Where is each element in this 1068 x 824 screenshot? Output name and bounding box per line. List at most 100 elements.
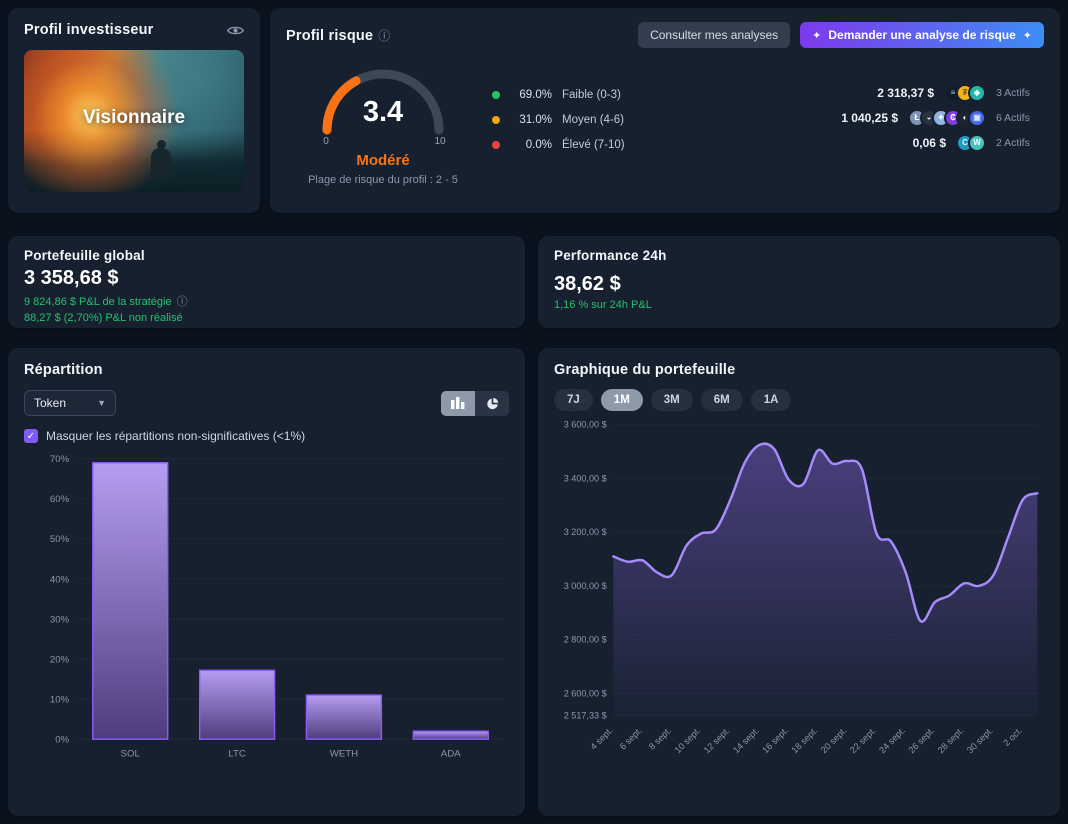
svg-text:20%: 20% [50,654,70,665]
svg-text:3 000,00 $: 3 000,00 $ [564,581,607,591]
svg-text:ADA: ADA [441,748,461,759]
svg-text:2 600,00 $: 2 600,00 $ [564,688,607,698]
legend-dot-icon [492,140,500,149]
legend-percent: 31.0% [519,113,552,126]
asset-group-value: 0,06 $ [912,135,946,150]
allocation-type-dropdown[interactable]: Token ▼ [24,390,116,416]
svg-text:18 sept.: 18 sept. [790,725,820,755]
investor-profile-badge: Visionnaire [82,106,186,128]
risk-legend-item: 69.0% Faible (0-3) [492,82,625,107]
legend-dot-icon [492,115,500,124]
performance-title: Performance 24h [554,248,667,263]
svg-text:26 sept.: 26 sept. [906,725,936,755]
svg-text:30%: 30% [50,614,70,625]
svg-text:14 sept.: 14 sept. [731,725,761,755]
gauge-max-label: 10 [434,136,446,146]
svg-text:8 sept.: 8 sept. [647,725,673,751]
legend-percent: 69.0% [519,88,552,101]
svg-text:50%: 50% [50,534,70,545]
pnl-strategy: 9 824,86 $ P&L de la stratégie [24,296,172,308]
asset-group-value: 1 040,25 $ [841,110,898,125]
svg-text:24 sept.: 24 sept. [877,725,907,755]
risk-profile-title: Profil risque [286,27,374,44]
risk-legend: 69.0% Faible (0-3) 31.0% Moyen (4-6) 0.0… [492,82,625,157]
svg-text:10%: 10% [50,694,70,705]
coin-icon: ◈ [968,83,986,102]
info-icon[interactable]: ⓘ [176,296,188,308]
risk-legend-item: 0.0% Élevé (7-10) [492,132,625,157]
bar-chart-toggle-button[interactable] [441,390,475,416]
coin-icon: ▣ [968,108,986,127]
allocation-bar-chart: 0% 10% 20% 30% 40% 50% 60% 70% SOL LTC WETH ADA [50,454,505,759]
hide-small-allocations-checkbox[interactable]: ✓ [24,429,38,443]
asset-group-count: 6 Actifs [996,111,1030,124]
allocation-bar-weth[interactable] [305,694,383,740]
svg-text:40%: 40% [50,574,70,585]
period-pill-7j[interactable]: 7J [554,389,593,411]
legend-label: Moyen (4-6) [562,113,624,126]
risk-legend-item: 31.0% Moyen (4-6) [492,107,625,132]
svg-text:6 sept.: 6 sept. [618,725,644,751]
coin-stack: ≡ ₮ ◈ [944,83,986,102]
view-analyses-button[interactable]: Consulter mes analyses [638,22,791,48]
svg-text:SOL: SOL [121,748,141,759]
svg-text:22 sept.: 22 sept. [848,725,878,755]
legend-dot-icon [492,90,500,99]
svg-text:30 sept.: 30 sept. [965,725,995,755]
performance-value: 38,62 $ [554,273,621,295]
gauge-min-label: 0 [323,136,329,146]
hide-small-allocations-label: Masquer les répartitions non-significati… [46,429,306,443]
pie-chart-icon [486,397,498,409]
period-pill-1a[interactable]: 1A [750,389,792,411]
legend-label: Élevé (7-10) [562,138,625,151]
performance-subtitle: 1,16 % sur 24h P&L [554,299,652,311]
risk-status-label: Modéré [356,152,410,169]
svg-text:20 sept.: 20 sept. [819,725,849,755]
portfolio-global-value: 3 358,68 $ [24,267,119,289]
svg-text:3 200,00 $: 3 200,00 $ [564,527,607,537]
portfolio-chart-title: Graphique du portefeuille [554,362,736,378]
asset-group-count: 2 Actifs [996,136,1030,149]
chart-type-toggle [441,390,509,416]
svg-text:3 600,00 $: 3 600,00 $ [564,420,607,430]
svg-text:2 517,33 $: 2 517,33 $ [564,711,607,721]
eye-icon[interactable] [227,24,244,37]
asset-group-value: 2 318,37 $ [877,85,934,100]
pie-chart-toggle-button[interactable] [475,390,509,416]
allocation-bar-ltc[interactable] [198,669,276,740]
portfolio-area-fill [613,443,1038,716]
request-risk-analysis-button[interactable]: ✦ Demander une analyse de risque ✦ [800,22,1044,48]
investor-profile-card: Profil investisseur Visionnaire [8,8,260,213]
svg-text:0%: 0% [55,735,69,746]
info-icon[interactable]: ⓘ [378,28,391,43]
svg-text:LTC: LTC [228,748,245,759]
legend-percent: 0.0% [525,138,552,151]
pnl-unrealized: 88,27 $ (2,70%) P&L non réalisé [24,312,183,324]
svg-text:12 sept.: 12 sept. [702,725,732,755]
portfolio-line[interactable] [612,442,1039,623]
svg-text:2 oct.: 2 oct. [1001,725,1024,748]
svg-text:3 400,00 $: 3 400,00 $ [564,473,607,483]
risk-profile-card: Profil risque ⓘ Consulter mes analyses ✦ … [270,8,1060,213]
silhouette-figure [151,140,172,180]
period-pill-3m[interactable]: 3M [650,389,693,411]
risk-gauge: 3.4 0 10 Modéré Plage de risque du profi… [308,58,458,186]
portfolio-line-chart: 3 600,00 $ 3 400,00 $ 3 200,00 $ 3 000,00 $… [564,420,1039,755]
period-pill-1m[interactable]: 1M [600,389,643,411]
gauge-value: 3.4 [363,96,403,128]
asset-group-row: 2 318,37 $ ≡ ₮ ◈ 3 Actifs [841,80,1044,105]
period-pill-6m[interactable]: 6M [700,389,743,411]
svg-text:2 800,00 $: 2 800,00 $ [564,635,607,645]
asset-group-row: 1 040,25 $ Ł ◒ ✦ ₵ ◐ ▣ 6 Actifs [841,105,1044,130]
allocation-bar-ada[interactable] [412,730,489,740]
performance-card: Performance 24h 38,62 $ 1,16 % sur 24h P… [538,236,1060,328]
svg-text:28 sept.: 28 sept. [936,725,966,755]
chevron-down-icon: ▼ [97,398,106,408]
portfolio-global-title: Portefeuille global [24,248,145,263]
svg-text:WETH: WETH [330,748,358,759]
allocation-bar-sol[interactable] [92,462,169,740]
coin-icon: W [968,133,986,152]
portfolio-global-card: Portefeuille global 3 358,68 $ 9 824,86 … [8,236,525,328]
bar-chart-icon [451,397,465,409]
